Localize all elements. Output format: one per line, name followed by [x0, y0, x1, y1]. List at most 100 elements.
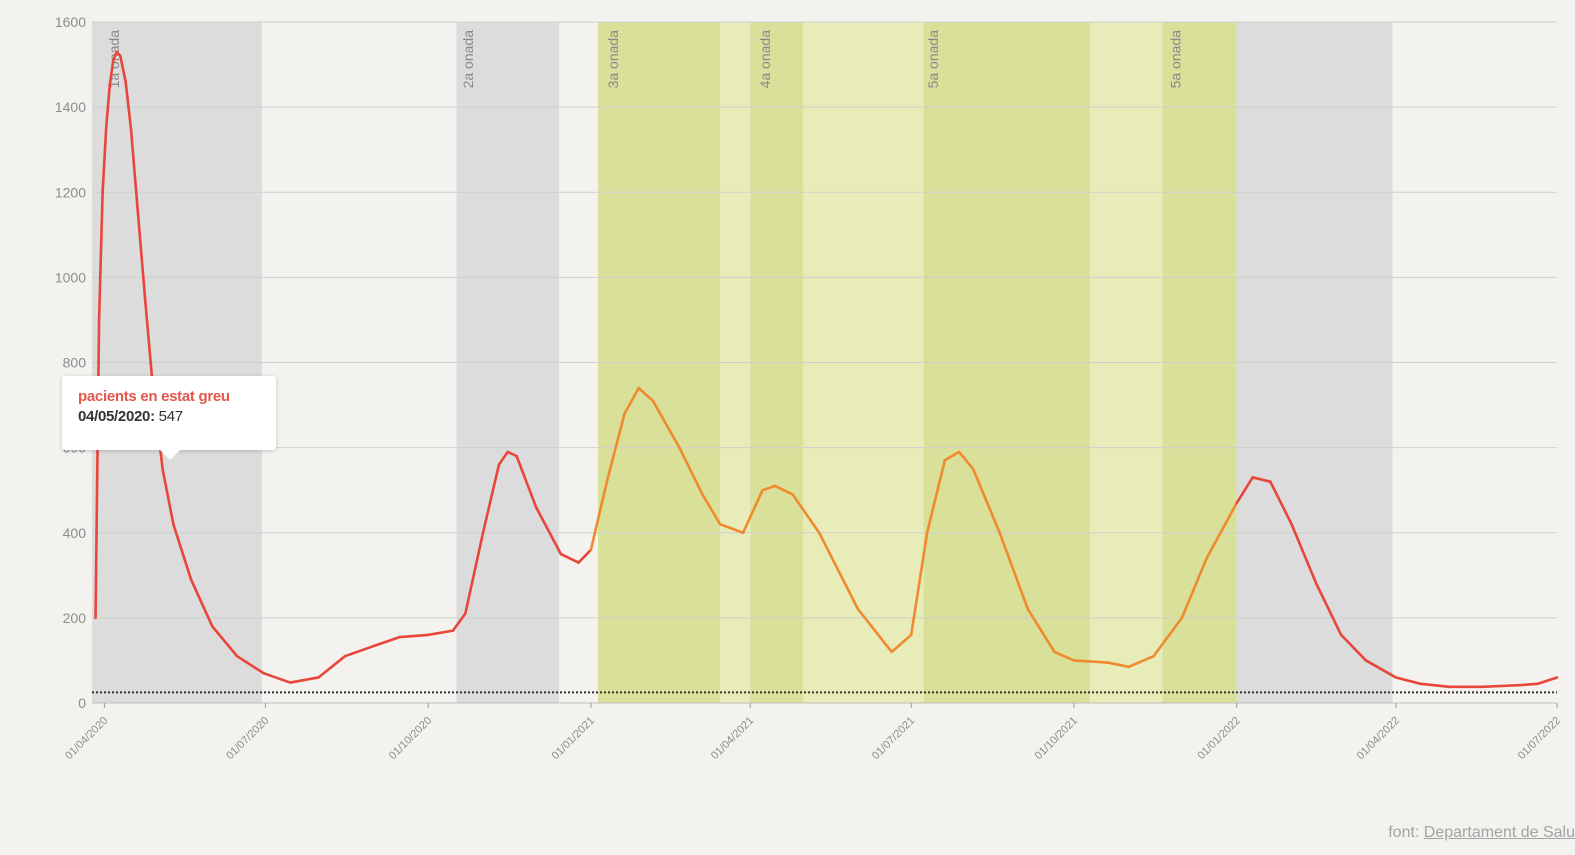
y-tick-label-1000: 1000 — [55, 269, 86, 285]
y-tick-label-0: 0 — [78, 695, 86, 711]
series-segment-0-35 — [605, 412, 626, 483]
series-segment-0-54 — [998, 531, 1030, 611]
series-segment-0-53 — [971, 467, 1001, 535]
wave-label-1: 2a onada — [460, 30, 476, 89]
source-credit: font: Departament de Salu — [1388, 824, 1575, 842]
x-tick-label-4: 01/04/2021 — [709, 715, 756, 762]
y-tick-label-1600: 1600 — [55, 14, 86, 30]
series-segment-0-41 — [718, 522, 745, 535]
series-segment-0-75 — [1536, 676, 1559, 686]
y-tick-label-200: 200 — [63, 610, 87, 626]
series-segment-0-40 — [701, 493, 722, 526]
series-segment-0-16 — [211, 625, 239, 658]
series-segment-0-45 — [791, 493, 821, 535]
series-segment-0-52 — [957, 450, 975, 471]
series-segment-0-32 — [559, 552, 580, 564]
series-segment-0-70 — [1394, 676, 1423, 686]
series-segment-0-38 — [651, 399, 681, 449]
series-segment-0-17 — [235, 654, 265, 675]
series-segment-0-51 — [943, 450, 961, 462]
series-segment-0-55 — [1026, 608, 1056, 654]
x-tick-label-6: 01/10/2021 — [1033, 715, 1080, 762]
series-segment-0-29 — [506, 450, 518, 458]
x-tick-label-9: 01/07/2022 — [1516, 715, 1563, 762]
series-segment-0-19 — [288, 676, 320, 684]
tooltip-value-line: 04/05/2020: 547 — [78, 408, 260, 425]
wave-labels: 1a onada 2a onada 3a onada 4a onada 5a onada… — [106, 30, 1184, 89]
series-segment-0-56 — [1053, 650, 1076, 662]
series-segment-0-30 — [515, 454, 538, 509]
series-segment-0-58 — [1106, 661, 1131, 669]
series-segment-0-42 — [741, 488, 764, 535]
y-tick-label-1200: 1200 — [55, 184, 86, 200]
series-segment-0-50 — [925, 459, 947, 535]
series-segment-0-0 — [94, 318, 101, 620]
series-segment-0-62 — [1205, 501, 1239, 560]
series-segment-0-5 — [111, 50, 119, 62]
x-tick-label-3: 01/01/2021 — [550, 715, 597, 762]
series-segment-0-33 — [577, 548, 593, 564]
series-segment-0-11 — [143, 297, 154, 381]
series-segment-0-65 — [1269, 480, 1293, 526]
series-segment-0-34 — [589, 480, 609, 552]
y-axis: 02004006008001000120014001600 — [55, 14, 1557, 711]
series-segment-0-14 — [172, 522, 193, 581]
series-segment-0-68 — [1339, 633, 1368, 662]
wave-label-4: 5a onada — [925, 30, 941, 89]
series-segment-0-64 — [1251, 476, 1272, 483]
series-segment-0-31 — [534, 505, 563, 556]
series-segment-0-25 — [451, 612, 467, 632]
series-segment-0-39 — [678, 446, 704, 496]
series-segment-0-44 — [773, 484, 794, 496]
series-segment-0-66 — [1290, 522, 1318, 586]
series-segment-0-60 — [1152, 616, 1184, 658]
series-segment-0-57 — [1072, 659, 1109, 664]
series-segment-0-18 — [262, 671, 292, 684]
series-segment-0-71 — [1419, 682, 1451, 689]
series-layer — [94, 50, 1559, 689]
series-segment-0-73 — [1481, 683, 1522, 689]
tooltip-series-label: pacients en estat greu — [78, 388, 230, 405]
series-segment-0-74 — [1518, 682, 1539, 687]
series-segment-0-61 — [1180, 556, 1208, 620]
series-segment-0-69 — [1364, 659, 1398, 679]
wave-label-2: 3a onada — [605, 30, 621, 89]
wave-label-3: 4a onada — [757, 30, 773, 89]
series-segment-0-1 — [97, 190, 104, 322]
x-tick-label-5: 01/07/2021 — [870, 715, 917, 762]
series-segment-0-8 — [124, 80, 133, 130]
tooltip: pacients en estat greu 04/05/2020: 547 — [62, 376, 276, 460]
x-tick-label-0: 01/04/2020 — [63, 715, 110, 762]
series-segment-0-49 — [909, 531, 929, 637]
series-segment-0-47 — [856, 608, 894, 654]
x-tick-label-2: 01/10/2020 — [387, 715, 434, 762]
source-link[interactable]: Departament de Salu — [1423, 824, 1575, 841]
series-segment-0-4 — [108, 59, 115, 88]
wave-label-5: 5a onada — [1168, 30, 1184, 89]
series-segment-0-13 — [161, 468, 175, 526]
series-segment-0-22 — [373, 635, 402, 647]
y-tick-label-1400: 1400 — [55, 99, 86, 115]
y-tick-label-400: 400 — [63, 525, 87, 541]
series-segment-0-3 — [104, 84, 111, 130]
y-tick-label-800: 800 — [63, 355, 87, 371]
series-segment-0-48 — [890, 633, 913, 654]
series-segment-0-9 — [129, 127, 140, 215]
series-segment-0-23 — [398, 633, 430, 639]
series-segment-0-15 — [189, 578, 214, 628]
series-segment-0-67 — [1315, 582, 1343, 637]
x-axis: 01/04/2020 01/07/2020 01/10/2020 01/01/2021… — [63, 703, 1563, 762]
series-segment-0-46 — [817, 531, 860, 611]
source-prefix: font: — [1388, 824, 1424, 841]
series-segment-0-10 — [136, 212, 147, 300]
series-segment-0-36 — [623, 386, 641, 415]
series-segment-0-43 — [761, 484, 777, 492]
series-segment-0-37 — [637, 386, 655, 403]
x-tick-label-8: 01/04/2022 — [1355, 715, 1402, 762]
series-segment-0-28 — [497, 450, 510, 466]
tooltip-date: 04/05/2020: — [78, 408, 155, 425]
x-tick-label-1: 01/07/2020 — [224, 715, 271, 762]
x-tick-label-7: 01/01/2022 — [1195, 715, 1242, 762]
